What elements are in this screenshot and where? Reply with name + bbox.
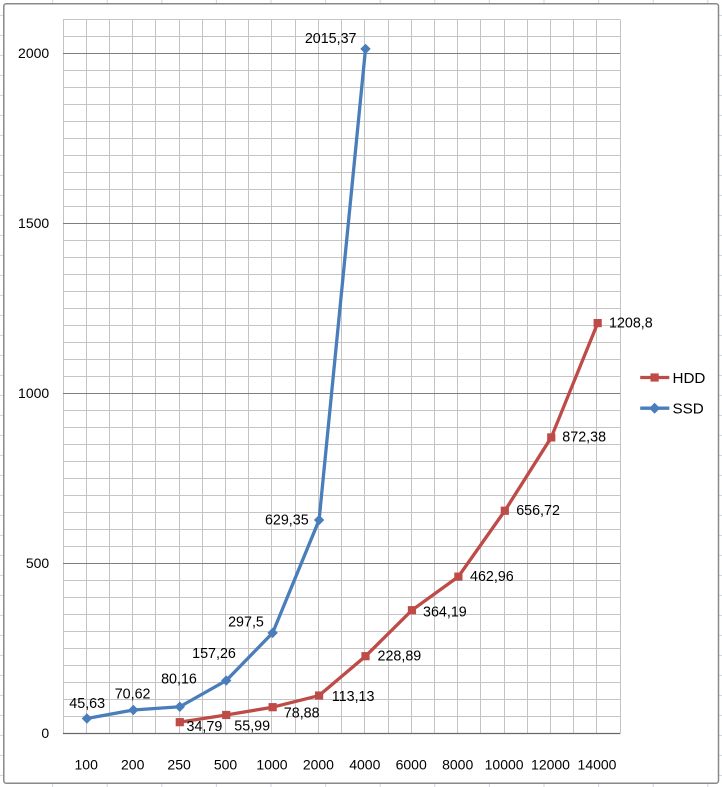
svg-text:2015,37: 2015,37 <box>305 31 357 47</box>
svg-text:78,88: 78,88 <box>284 705 320 721</box>
svg-text:629,35: 629,35 <box>265 513 309 529</box>
svg-text:45,63: 45,63 <box>69 696 105 712</box>
svg-text:500: 500 <box>214 757 238 773</box>
svg-text:100: 100 <box>75 757 99 773</box>
svg-text:1500: 1500 <box>18 215 49 231</box>
svg-text:2000: 2000 <box>303 757 334 773</box>
svg-text:6000: 6000 <box>396 757 427 773</box>
svg-text:1208,8: 1208,8 <box>609 315 653 331</box>
svg-text:1000: 1000 <box>256 757 287 773</box>
svg-text:8000: 8000 <box>442 757 473 773</box>
svg-text:462,96: 462,96 <box>470 569 514 585</box>
svg-text:297,5: 297,5 <box>228 615 264 631</box>
svg-text:250: 250 <box>167 757 191 773</box>
svg-text:0: 0 <box>41 725 49 741</box>
svg-text:34,79: 34,79 <box>187 719 223 735</box>
svg-text:55,99: 55,99 <box>234 719 270 735</box>
svg-text:HDD: HDD <box>673 370 706 387</box>
svg-text:12000: 12000 <box>531 757 570 773</box>
svg-text:10000: 10000 <box>485 757 524 773</box>
svg-text:SSD: SSD <box>673 401 704 418</box>
svg-text:200: 200 <box>121 757 145 773</box>
svg-text:14000: 14000 <box>578 757 617 773</box>
svg-text:1000: 1000 <box>18 385 49 401</box>
svg-text:2000: 2000 <box>18 45 49 61</box>
svg-text:364,19: 364,19 <box>423 604 467 620</box>
svg-text:656,72: 656,72 <box>516 503 560 519</box>
svg-text:157,26: 157,26 <box>192 646 236 662</box>
svg-text:500: 500 <box>26 555 50 571</box>
svg-text:228,89: 228,89 <box>378 648 422 664</box>
svg-text:4000: 4000 <box>349 757 380 773</box>
svg-text:80,16: 80,16 <box>161 672 197 688</box>
svg-text:872,38: 872,38 <box>562 429 606 445</box>
svg-text:70,62: 70,62 <box>115 687 151 703</box>
svg-text:113,13: 113,13 <box>332 689 375 705</box>
